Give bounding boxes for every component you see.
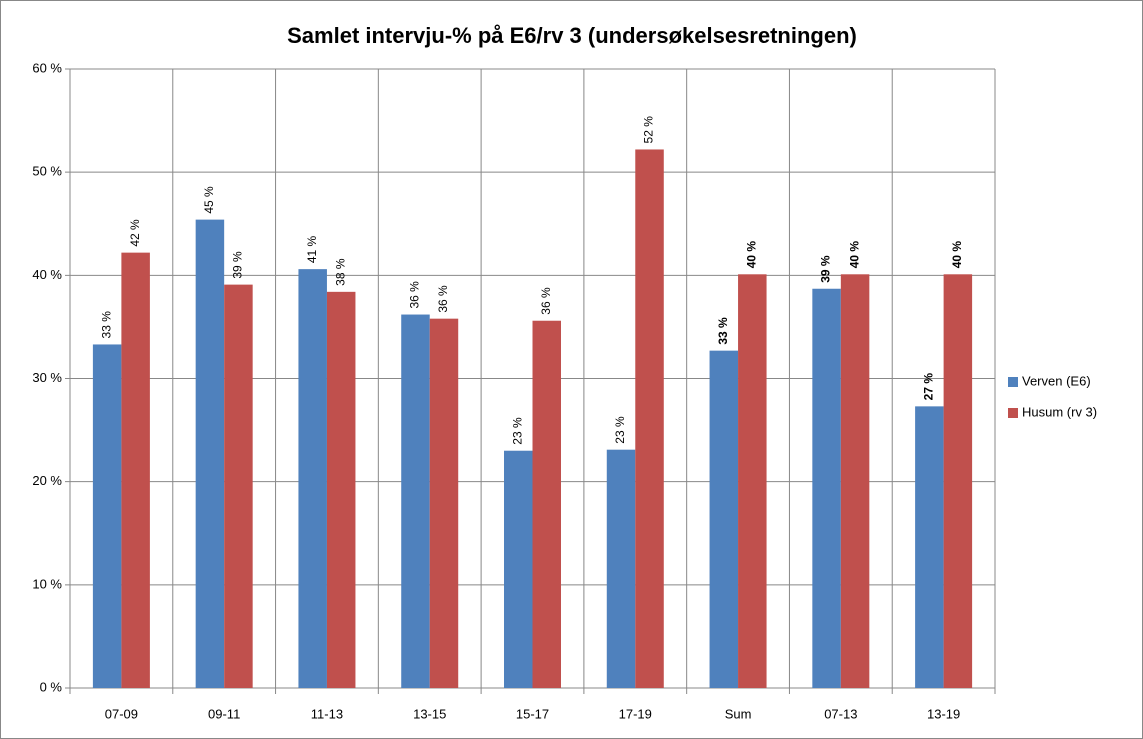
value-label: 27 % (922, 373, 936, 401)
legend-label: Husum (rv 3) (1022, 404, 1097, 419)
x-tick-label: Sum (725, 706, 752, 721)
value-label: 33 % (99, 311, 113, 339)
bar (504, 450, 533, 688)
value-label: 38 % (333, 258, 347, 286)
bar (326, 291, 356, 688)
value-label: 40 % (847, 241, 861, 269)
y-tick-label: 40 % (32, 267, 62, 282)
x-tick-label: 13-15 (413, 706, 446, 721)
bar (92, 344, 122, 688)
bar (532, 320, 561, 688)
bar (224, 284, 253, 688)
value-label: 42 % (128, 219, 142, 247)
legend-swatch (1008, 377, 1018, 387)
x-tick-label: 17-19 (619, 706, 652, 721)
x-tick-label: 13-19 (927, 706, 960, 721)
x-tick-label: 09-11 (208, 706, 240, 721)
y-tick-label: 50 % (32, 164, 62, 179)
bar (840, 274, 870, 688)
bar (298, 269, 327, 688)
bar (606, 449, 636, 688)
legend-swatch (1008, 408, 1018, 418)
bar (635, 149, 664, 689)
y-tick-label: 10 % (32, 576, 62, 591)
bar (709, 350, 739, 688)
value-label: 39 % (819, 255, 833, 283)
value-label: 45 % (202, 186, 216, 214)
y-tick-label: 60 % (32, 60, 62, 75)
value-label: 40 % (950, 241, 964, 269)
value-label: 36 % (436, 285, 450, 313)
value-label: 23 % (510, 417, 524, 445)
y-tick-label: 0 % (40, 679, 63, 694)
x-tick-label: 07-09 (105, 706, 138, 721)
bar (195, 219, 225, 688)
value-label: 52 % (642, 116, 656, 144)
value-label: 41 % (305, 235, 319, 263)
bar (812, 288, 841, 688)
legend-label: Verven (E6) (1022, 373, 1091, 388)
value-label: 36 % (539, 287, 553, 315)
value-label: 23 % (613, 416, 627, 444)
value-label: 36 % (408, 281, 422, 309)
y-tick-label: 20 % (32, 473, 62, 488)
bar (121, 252, 150, 689)
value-label: 39 % (231, 251, 245, 279)
x-tick-label: 07-13 (824, 706, 857, 721)
bar (429, 318, 459, 688)
value-label: 33 % (716, 317, 730, 345)
bar (915, 406, 944, 688)
bar (401, 314, 430, 688)
value-label: 40 % (744, 241, 758, 269)
bar (738, 274, 767, 688)
x-tick-label: 11-13 (311, 706, 343, 721)
chart-title: Samlet intervju-% på E6/rv 3 (undersøkel… (287, 23, 857, 48)
y-tick-label: 30 % (32, 370, 62, 385)
bar (943, 274, 973, 688)
x-tick-label: 15-17 (516, 706, 549, 721)
